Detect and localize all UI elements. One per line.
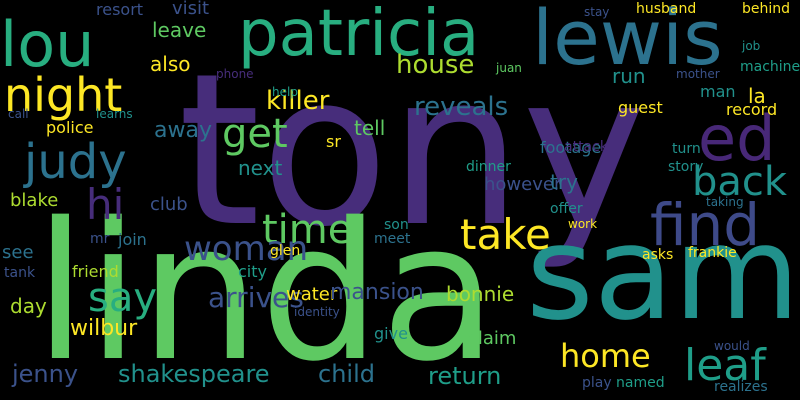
word: husband <box>636 1 697 17</box>
word: claim <box>468 328 517 349</box>
word: home <box>560 337 651 375</box>
word: police <box>46 118 94 137</box>
word: back <box>692 159 788 205</box>
word: wilbur <box>70 316 138 341</box>
word: tank <box>4 265 36 281</box>
word: judy <box>24 134 127 190</box>
word: story <box>668 159 704 175</box>
word: sr <box>326 132 341 151</box>
word: son <box>384 217 409 233</box>
word: get <box>222 111 288 157</box>
word: child <box>318 360 375 388</box>
word: next <box>238 156 283 180</box>
word: jenny <box>12 360 79 388</box>
word: call <box>8 107 29 121</box>
word: tell <box>354 116 386 140</box>
word: day <box>10 294 47 318</box>
word: identity <box>294 305 340 319</box>
word: club <box>150 194 188 215</box>
word: blake <box>10 190 59 211</box>
word: take <box>460 210 551 259</box>
word: reveals <box>414 92 509 122</box>
word: however <box>484 174 562 195</box>
word: named <box>616 375 665 391</box>
word: friend <box>72 262 119 281</box>
word: tony <box>178 28 647 273</box>
word: bonnie <box>446 282 515 306</box>
word: record <box>726 100 778 119</box>
word: see <box>2 242 34 263</box>
word: return <box>428 362 502 390</box>
word: attack <box>564 139 608 155</box>
word: patricia <box>238 0 480 71</box>
word: learns <box>96 107 133 121</box>
word: try <box>550 170 578 194</box>
word: leave <box>152 18 207 42</box>
word: machine <box>740 59 800 75</box>
word: taking <box>706 195 744 209</box>
word: say <box>88 275 158 321</box>
word: man <box>700 82 736 101</box>
word: work <box>568 217 598 231</box>
word: run <box>612 64 646 88</box>
word: resort <box>96 0 144 19</box>
word: stay <box>584 5 610 19</box>
word: time <box>262 207 353 253</box>
word: job <box>742 39 761 53</box>
word: lou <box>0 8 95 81</box>
word: help <box>272 85 298 99</box>
word: arrives <box>208 281 304 314</box>
word: lewis <box>532 0 723 82</box>
word: city <box>238 262 267 281</box>
word: play <box>582 375 612 391</box>
word: ed <box>698 102 776 175</box>
word: woman <box>184 229 309 269</box>
word: frankie <box>688 245 737 261</box>
word: sam <box>526 197 800 349</box>
word: mother <box>676 67 720 81</box>
word: behind <box>742 1 791 17</box>
word: turn <box>672 141 701 157</box>
word: hi <box>86 180 125 229</box>
word: find <box>650 191 761 259</box>
word: give <box>374 324 408 343</box>
word: asks <box>642 247 674 263</box>
word: linda <box>34 182 498 400</box>
word: also <box>150 52 191 76</box>
word: meet <box>374 231 411 247</box>
word: juan <box>496 61 522 75</box>
word: la <box>748 84 766 108</box>
word: killer <box>266 86 330 116</box>
word: phone <box>216 67 254 81</box>
word: leaf <box>684 340 766 391</box>
word: footage <box>540 138 602 157</box>
word: house <box>396 50 475 80</box>
word: glen <box>270 243 301 259</box>
word: guest <box>618 98 663 117</box>
word: mansion <box>330 280 424 305</box>
word: offer <box>550 201 583 217</box>
word: away <box>154 118 212 143</box>
word: join <box>118 230 147 249</box>
word: water <box>286 284 338 305</box>
word: mr <box>90 231 110 247</box>
word: would <box>714 339 750 353</box>
word: shakespeare <box>118 360 270 388</box>
word: night <box>4 68 123 122</box>
word: realizes <box>714 379 768 395</box>
word: dinner <box>466 159 511 175</box>
word: visit <box>172 0 210 19</box>
